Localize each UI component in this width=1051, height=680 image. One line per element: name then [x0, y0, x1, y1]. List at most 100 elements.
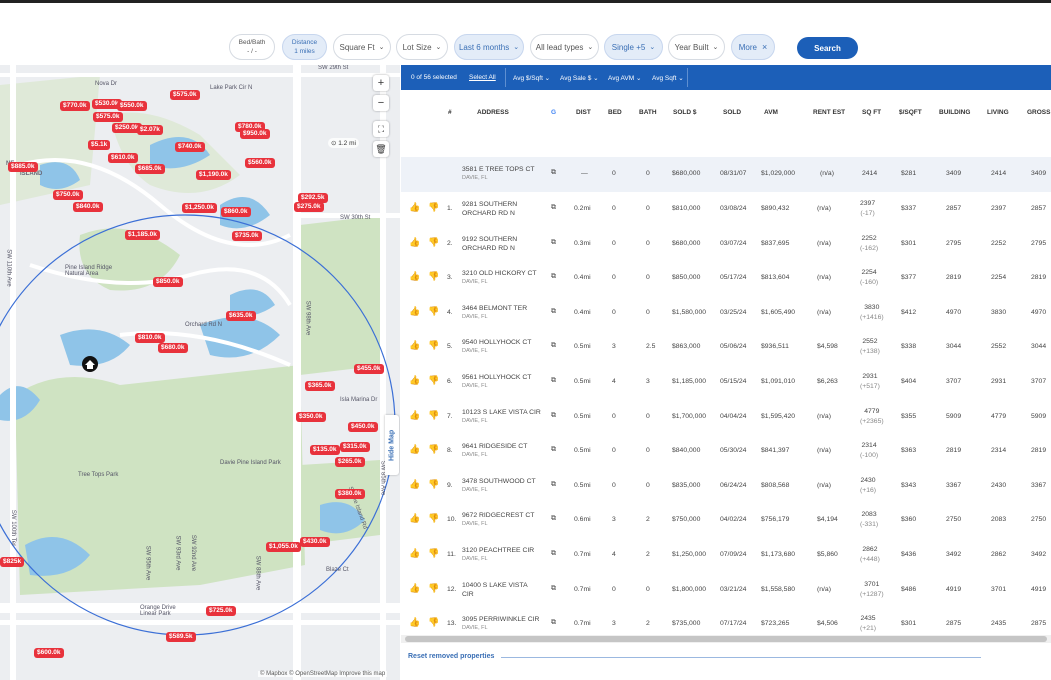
address-cell[interactable]: 9561 HOLLYHOCK CT DAVIE, FL [462, 373, 531, 391]
price-pin[interactable]: $885.0k [8, 162, 38, 172]
col-price-per-sqft[interactable]: $/SQFT [899, 109, 922, 116]
table-row[interactable]: 👍 👎 5. ⧉ 0.5mi 3 2.5 $863,000 05/06/24 $936,511 $4… [401, 330, 1051, 365]
thumbs-up-icon[interactable]: 👍 [409, 478, 421, 489]
thumbs-down-icon[interactable]: 👎 [428, 444, 440, 455]
thumbs-down-icon[interactable]: 👎 [428, 478, 440, 489]
table-row[interactable]: 👍 👎 9. ⧉ 0.5mi 0 0 $835,000 06/24/24 $808,568 (n/a… [401, 469, 1051, 504]
price-pin[interactable]: $1,190.0k [196, 170, 231, 180]
thumbs-up-icon[interactable]: 👍 [409, 409, 421, 420]
address-cell[interactable]: 3095 PERRIWINKLE CIR DAVIE, FL [462, 615, 539, 633]
thumbs-up-icon[interactable]: 👍 [409, 375, 421, 385]
map-attribution[interactable]: © Mapbox © OpenStreetMap Improve this ma… [258, 671, 388, 677]
search-button[interactable]: Search [797, 37, 858, 59]
price-pin[interactable]: $860.0k [221, 207, 251, 217]
price-pin[interactable]: $600.0k [34, 648, 64, 658]
map-panel[interactable]: Lake Park Cir N Nova Dr SW 29th St SW 30… [0, 65, 400, 680]
col-sold-date[interactable]: SOLD [723, 109, 742, 116]
scrollbar-thumb[interactable] [405, 636, 1047, 642]
address-cell[interactable]: 3210 OLD HICKORY CT DAVIE, FL [462, 269, 537, 287]
price-pin[interactable]: $840.0k [73, 202, 103, 212]
thumbs-down-icon[interactable]: 👎 [428, 548, 440, 558]
reset-removed-link[interactable]: Reset removed properties [408, 653, 495, 660]
thumbs-down-icon[interactable]: 👎 [428, 617, 440, 628]
hide-map-button[interactable]: Hide Map [385, 415, 399, 475]
thumbs-down-icon[interactable]: 👎 [428, 236, 440, 247]
external-link-icon[interactable]: ⧉ [551, 377, 556, 384]
address-cell[interactable]: 3464 BELMONT TER DAVIE, FL [462, 304, 527, 322]
address-cell[interactable]: 10123 S LAKE VISTA CIR DAVIE, FL [462, 408, 541, 426]
subject-row[interactable]: 3581 E TREE TOPS CT DAVIE, FL ⧉ — 0 0 $68… [401, 157, 1051, 192]
thumbs-up-icon[interactable]: 👍 [409, 202, 421, 212]
price-pin[interactable]: $735.0k [232, 231, 262, 241]
external-link-icon[interactable]: ⧉ [551, 273, 556, 281]
external-link-icon[interactable]: ⧉ [551, 342, 556, 350]
avg-avm-dropdown[interactable]: Avg AVM ⌄ [608, 75, 642, 82]
google-icon[interactable]: G [551, 109, 557, 116]
price-pin[interactable]: $315.0k [340, 442, 370, 452]
price-pin[interactable]: $589.5k [166, 632, 196, 642]
col-sqft[interactable]: SQ FT [862, 109, 882, 116]
close-icon[interactable]: × [761, 41, 768, 52]
trash-icon[interactable]: 🗑 [373, 141, 389, 157]
price-pin[interactable]: $430.0k [300, 537, 330, 547]
external-link-icon[interactable]: ⧉ [551, 411, 556, 419]
price-pin[interactable]: $750.0k [53, 190, 83, 200]
price-pin[interactable]: $560.0k [245, 158, 275, 168]
price-pin[interactable]: $610.0k [108, 153, 138, 163]
col-address[interactable]: ADDRESS [477, 109, 509, 116]
price-pin[interactable]: $550.0k [117, 101, 147, 111]
price-pin[interactable]: $725.0k [206, 606, 236, 616]
address-cell[interactable]: 3478 SOUTHWOOD CT DAVIE, FL [462, 477, 536, 495]
address-cell[interactable]: 3581 E TREE TOPS CT DAVIE, FL [462, 165, 535, 183]
external-link-icon[interactable]: ⧉ [551, 204, 556, 211]
year-built-filter[interactable]: Year Built ⌄ [668, 34, 725, 60]
table-row[interactable]: 👍 👎 3. ⧉ 0.4mi 0 0 $850,000 05/17/24 $813,604 (n/a… [401, 261, 1051, 296]
price-pin[interactable]: $780.0k [235, 122, 265, 132]
external-link-icon[interactable]: ⧉ [551, 238, 556, 246]
price-pin[interactable]: $1,250.0k [182, 203, 217, 213]
table-row[interactable]: 👍 👎 6. ⧉ 0.5mi 4 3 $1,185,000 05/15/24 $1,091,010… [401, 365, 1051, 400]
table-row[interactable]: 👍 👎 2. ⧉ 0.3mi 0 0 $680,000 03/07/24 $837,695 (n/a… [401, 227, 1051, 262]
table-row[interactable]: 👍 👎 4. ⧉ 0.4mi 0 0 $1,580,000 03/25/24 $1,605,490… [401, 296, 1051, 331]
thumbs-up-icon[interactable]: 👍 [409, 617, 421, 628]
price-pin[interactable]: $740.0k [175, 142, 205, 152]
col-gross[interactable]: GROSS [1027, 109, 1051, 116]
thumbs-down-icon[interactable]: 👎 [428, 202, 440, 212]
price-pin[interactable]: $575.0k [170, 90, 200, 100]
price-pin[interactable]: $250.0k [112, 123, 142, 133]
price-pin[interactable]: $950.0k [240, 129, 270, 139]
sold-period-filter[interactable]: Last 6 months ⌄ [454, 34, 524, 60]
price-pin[interactable]: $770.0k [60, 101, 90, 111]
price-pin[interactable]: $292.5k [298, 193, 328, 203]
col-bath[interactable]: BATH [639, 109, 657, 116]
price-pin[interactable]: $275.0k [294, 202, 324, 212]
address-cell[interactable]: 10400 S LAKE VISTA CIR [462, 581, 528, 599]
avg-size-dropdown[interactable]: Avg Sqft ⌄ [652, 75, 684, 82]
thumbs-down-icon[interactable]: 👎 [428, 409, 440, 420]
sqft-filter[interactable]: Square Ft ⌄ [333, 34, 391, 60]
price-pin[interactable]: $5.1k [88, 140, 111, 150]
table-row[interactable]: 👍 👎 7. ⧉ 0.5mi 0 0 $1,700,000 04/04/24 $1,595,420… [401, 400, 1051, 435]
price-pin[interactable]: $380.0k [335, 489, 365, 499]
price-pin[interactable]: $680.0k [158, 343, 188, 353]
table-row[interactable]: 👍 👎 1. ⧉ 0.2mi 0 0 $810,000 03/08/24 $890,432 (n/a… [401, 192, 1051, 227]
table-row[interactable]: 👍 👎 8. ⧉ 0.5mi 0 0 $840,000 05/30/24 $841,397 (n/a… [401, 434, 1051, 469]
col-sold-price[interactable]: SOLD $ [673, 109, 697, 116]
col-rent-est[interactable]: RENT EST [813, 109, 846, 116]
zoom-in-button[interactable]: + [373, 75, 389, 91]
thumbs-up-icon[interactable]: 👍 [409, 513, 421, 524]
more-filter[interactable]: More × [731, 34, 775, 60]
col-bed[interactable]: BED [608, 109, 622, 116]
address-cell[interactable]: 3120 PEACHTREE CIR DAVIE, FL [462, 546, 534, 564]
col-avm[interactable]: AVM [764, 109, 778, 116]
price-pin[interactable]: $350.0k [296, 412, 326, 422]
external-link-icon[interactable]: ⧉ [551, 619, 556, 627]
table-row[interactable]: 👍 👎 12. ⧉ 0.7mi 0 0 $1,800,000 03/21/24 $1,558,58… [401, 573, 1051, 608]
lead-types-filter[interactable]: All lead types ⌄ [530, 34, 599, 60]
thumbs-up-icon[interactable]: 👍 [409, 340, 421, 351]
address-cell[interactable]: 9192 SOUTHERN ORCHARD RD N [462, 235, 517, 253]
price-pin[interactable]: $825k [0, 557, 25, 567]
price-pin[interactable]: $365.0k [305, 381, 335, 391]
price-pin[interactable]: $135.0k [310, 445, 340, 455]
col-dist[interactable]: DIST [576, 109, 591, 116]
